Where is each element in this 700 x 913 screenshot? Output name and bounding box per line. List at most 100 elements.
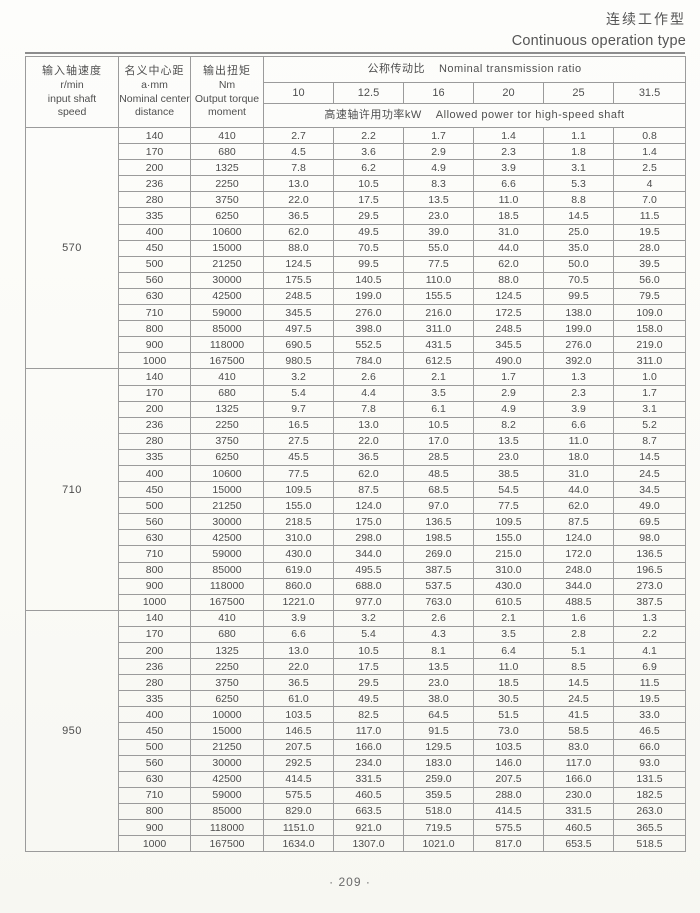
power-cell: 55.0 [403, 239, 474, 257]
power-cell: 497.5 [263, 320, 334, 338]
power-cell: 4.1 [612, 641, 687, 660]
table-row: 170 680 6.6 5.4 4.3 3.5 2.8 2.2 [26, 625, 687, 644]
power-cell: 8.1 [403, 641, 474, 660]
power-cell: 490.0 [473, 352, 544, 370]
table-row: 335 6250 45.5 36.5 28.5 23.0 18.0 14.5 [26, 448, 687, 466]
power-cell: 49.5 [333, 223, 404, 241]
power-cell: 3.5 [403, 384, 474, 402]
power-cell: 688.0 [333, 577, 404, 595]
power-cell: 6.6 [473, 175, 544, 193]
power-cell: 70.5 [333, 239, 404, 257]
power-cell: 140.5 [333, 271, 404, 289]
table-row: 560 30000 218.5 175.0 136.5 109.5 87.5 69.5 [26, 513, 687, 531]
power-cell: 124.5 [263, 255, 334, 273]
center-distance-cell: 630 [118, 770, 191, 788]
power-cell: 183.0 [403, 754, 474, 772]
power-cell: 860.0 [263, 577, 334, 595]
power-cell: 166.0 [543, 770, 614, 788]
table-row: 630 42500 414.5 331.5 259.0 207.5 166.0 131.5 [26, 770, 687, 788]
power-cell: 2.2 [612, 625, 687, 644]
power-cell: 1.4 [473, 126, 544, 145]
power-cell: 215.0 [473, 545, 544, 563]
table-row: 710 140 410 3.2 2.6 2.1 1.7 1.3 1.0 [25, 368, 687, 611]
torque-cell: 3750 [190, 191, 264, 209]
power-cell: 6.2 [333, 159, 404, 177]
power-cell: 31.0 [543, 464, 614, 483]
power-cell: 158.0 [612, 320, 687, 338]
torque-cell: 410 [190, 368, 264, 386]
power-cell: 39.5 [612, 255, 687, 273]
torque-cell: 42500 [190, 529, 264, 547]
power-cell: 8.5 [543, 658, 614, 676]
power-cell: 62.0 [473, 255, 544, 273]
power-cell: 763.0 [403, 593, 474, 611]
power-cell: 2.9 [473, 384, 544, 402]
torque-cell: 6250 [190, 448, 264, 466]
power-cell: 1151.0 [263, 819, 334, 837]
power-cell: 36.5 [333, 448, 404, 466]
power-cell: 49.5 [333, 690, 404, 708]
power-cell: 344.0 [333, 545, 404, 563]
center-distance-cell: 710 [118, 304, 191, 322]
power-cell: 6.6 [263, 625, 334, 644]
power-cell: 3.2 [333, 609, 404, 627]
power-cell: 2.9 [403, 143, 474, 161]
center-distance-cell: 500 [118, 738, 191, 756]
power-cell: 552.5 [333, 336, 404, 354]
power-cell: 33.0 [612, 706, 687, 724]
ratio-value: 20 [473, 82, 544, 104]
power-cell: 1.0 [612, 368, 687, 386]
center-distance-cell: 1000 [118, 352, 191, 370]
power-cell: 5.2 [612, 416, 687, 434]
table-row: 400 10600 77.5 62.0 48.5 38.5 31.0 24.5 [26, 464, 687, 483]
power-cell: 3.6 [333, 143, 404, 161]
power-cell: 77.5 [473, 497, 544, 515]
power-cell: 31.0 [473, 223, 544, 241]
table-row: 1000 167500 980.5 784.0 612.5 490.0 392.0 311.0 [26, 352, 687, 370]
power-cell: 1021.0 [403, 835, 474, 853]
torque-cell: 3750 [190, 432, 264, 450]
title-english: Continuous operation type [511, 33, 686, 49]
power-cell: 29.5 [333, 207, 404, 225]
power-cell: 13.5 [473, 432, 544, 450]
power-cell: 6.9 [612, 658, 687, 676]
power-cell: 198.5 [403, 529, 474, 547]
power-cell: 66.0 [612, 738, 687, 756]
torque-cell: 15000 [190, 722, 264, 740]
torque-cell: 30000 [190, 513, 264, 531]
table-row: 1000 167500 1634.0 1307.0 1021.0 817.0 653.5 51… [26, 835, 687, 853]
torque-cell: 1325 [190, 400, 264, 418]
center-distance-cell: 140 [118, 609, 191, 627]
table-row: 710 59000 430.0 344.0 269.0 215.0 172.0 136.5 [26, 545, 687, 563]
power-cell: 146.0 [473, 754, 544, 772]
power-cell: 11.0 [473, 658, 544, 676]
power-cell: 13.0 [333, 416, 404, 434]
power-cell: 182.5 [612, 786, 687, 804]
table-row: 800 85000 829.0 663.5 518.0 414.5 331.5 263.0 [26, 802, 687, 821]
torque-cell: 2250 [190, 658, 264, 676]
power-cell: 38.0 [403, 690, 474, 708]
power-cell: 431.5 [403, 336, 474, 354]
power-cell: 2.1 [403, 368, 474, 386]
header-center-distance-cn: 名义中心距 [124, 64, 185, 77]
power-cell: 1.8 [543, 143, 614, 161]
power-cell: 216.0 [403, 304, 474, 322]
power-cell: 311.0 [612, 352, 687, 370]
power-cell: 273.0 [612, 577, 687, 595]
power-cell: 488.5 [543, 593, 614, 611]
power-cell: 977.0 [333, 593, 404, 611]
power-cell: 87.5 [543, 513, 614, 531]
power-cell: 97.0 [403, 497, 474, 515]
power-cell: 1.1 [543, 126, 614, 145]
power-cell: 13.5 [403, 191, 474, 209]
table-body: 570 140 410 2.7 2.2 1.7 1.4 1.1 0.8 170 680 4.5 3.6 2… [25, 126, 687, 853]
power-cell: 460.5 [333, 786, 404, 804]
power-cell: 99.5 [543, 287, 614, 306]
table-row: 236 2250 13.0 10.5 8.3 6.6 5.3 4 [26, 175, 687, 193]
power-cell: 518.5 [612, 835, 687, 853]
power-cell: 430.0 [263, 545, 334, 563]
power-cell: 398.0 [333, 320, 404, 338]
torque-cell: 2250 [190, 416, 264, 434]
center-distance-cell: 400 [118, 223, 191, 241]
table-row: 560 30000 292.5 234.0 183.0 146.0 117.0 93.0 [26, 754, 687, 772]
